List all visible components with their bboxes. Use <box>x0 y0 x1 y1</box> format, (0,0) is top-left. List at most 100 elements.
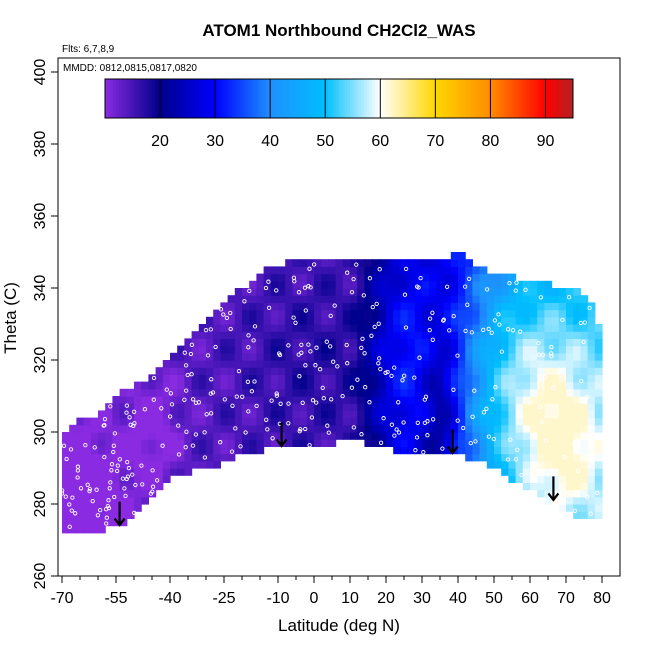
sample-point <box>182 397 187 402</box>
heatmap-cell <box>400 316 409 325</box>
heatmap-cell <box>299 324 308 332</box>
heatmap-cell <box>566 475 574 483</box>
heatmap-cell <box>285 396 293 404</box>
heatmap-cell <box>530 324 538 332</box>
heatmap-cell <box>198 410 207 419</box>
sample-point <box>396 430 402 435</box>
heatmap-cell <box>371 396 380 404</box>
sample-point <box>425 419 430 424</box>
heatmap-cell <box>126 511 135 519</box>
heatmap-cell <box>551 288 560 296</box>
heatmap-cell <box>90 417 99 426</box>
heatmap-cell <box>407 302 416 311</box>
heatmap-cell <box>234 338 243 347</box>
heatmap-cell <box>278 266 286 275</box>
heatmap-cell <box>306 352 315 361</box>
heatmap-cell <box>328 439 337 447</box>
sample-point <box>297 374 302 379</box>
heatmap-cell <box>306 403 315 411</box>
heatmap-cell <box>501 439 509 447</box>
colorbar-tick-label: 60 <box>371 133 389 150</box>
colorbar-band <box>160 79 164 118</box>
heatmap-cell <box>522 468 531 476</box>
heatmap-cell <box>594 446 603 455</box>
heatmap-cell <box>364 432 373 440</box>
heatmap-cell <box>386 345 394 354</box>
heatmap-cell <box>119 504 128 512</box>
sample-point <box>109 468 114 473</box>
heatmap-cell <box>530 316 538 325</box>
heatmap-cell <box>249 374 257 383</box>
heatmap-cell <box>76 453 85 462</box>
heatmap-cell <box>213 345 221 354</box>
colorbar-band <box>531 79 535 118</box>
heatmap-cell <box>141 396 149 404</box>
heatmap-cell <box>292 316 301 325</box>
heatmap-cell <box>429 417 437 426</box>
heatmap-cell <box>83 511 92 519</box>
sample-point <box>131 409 137 414</box>
colorbar-band <box>451 79 456 118</box>
heatmap-cell <box>522 453 531 462</box>
heatmap-cell <box>335 352 344 361</box>
heatmap-cell <box>558 388 567 397</box>
sample-point <box>309 415 315 420</box>
heatmap-cell <box>515 302 524 311</box>
heatmap-cell <box>321 345 329 354</box>
heatmap-cell <box>306 324 315 332</box>
heatmap-cell <box>386 388 394 397</box>
heatmap-cell <box>350 302 358 311</box>
heatmap-cell <box>393 295 401 303</box>
heatmap-cell <box>494 403 502 411</box>
heatmap-cell <box>508 432 517 440</box>
heatmap-cell <box>566 316 574 325</box>
heatmap-cell <box>537 324 545 332</box>
heatmap-cell <box>285 367 293 375</box>
heatmap-cell <box>105 511 113 519</box>
colorbar-band <box>413 79 417 118</box>
sample-point <box>430 337 435 342</box>
sample-point <box>349 385 355 390</box>
heatmap-cell <box>450 388 459 397</box>
sample-point <box>124 410 129 415</box>
heatmap-cell <box>522 309 531 318</box>
heatmap-cell <box>321 381 329 390</box>
colorbar-band <box>542 79 546 118</box>
sample-point <box>320 385 325 391</box>
heatmap-cell <box>90 468 99 476</box>
sample-point <box>415 420 420 425</box>
heatmap-cell <box>213 410 221 419</box>
sample-point <box>115 463 120 468</box>
x-tick-label: -10 <box>266 590 289 607</box>
heatmap-cell <box>422 439 430 447</box>
heatmap-cell <box>573 309 581 318</box>
heatmap-cell <box>580 424 589 433</box>
heatmap-cell <box>386 316 394 325</box>
heatmap-cell <box>458 295 466 303</box>
sample-point <box>142 407 148 412</box>
sample-point <box>577 398 583 404</box>
heatmap-cell <box>357 410 365 419</box>
heatmap-cell <box>436 288 445 296</box>
heatmap-cell <box>198 345 207 354</box>
heatmap-cell <box>227 410 236 419</box>
sample-point <box>208 391 213 396</box>
heatmap-cell <box>292 439 301 447</box>
colorbar-band <box>217 79 222 118</box>
sample-point <box>230 403 235 408</box>
y-tick-label: 340 <box>32 275 49 302</box>
heatmap-cell <box>501 446 509 455</box>
heatmap-cell <box>98 446 106 455</box>
heatmap-cell <box>566 345 574 354</box>
heatmap-cell <box>587 316 596 325</box>
heatmap-cell <box>594 424 603 433</box>
heatmap-cell <box>242 338 250 347</box>
heatmap-cell <box>342 424 351 433</box>
heatmap-cell <box>220 367 229 375</box>
colorbar-band <box>140 79 145 118</box>
colorbar-band <box>567 79 571 118</box>
heatmap-cell <box>508 403 517 411</box>
heatmap-cell <box>126 417 135 426</box>
heatmap-cell <box>328 388 337 397</box>
